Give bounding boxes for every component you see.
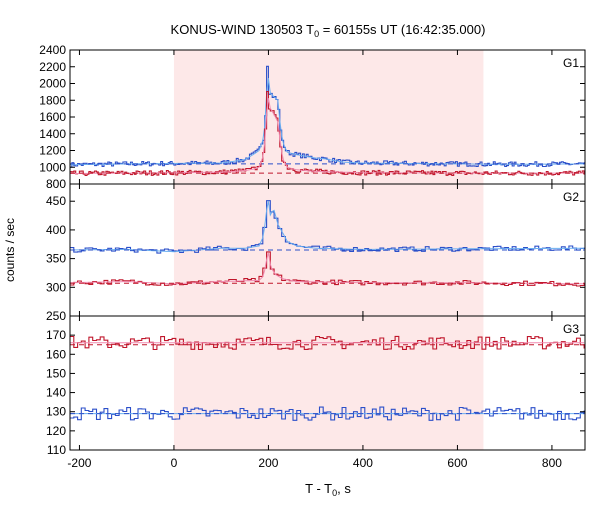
y-tick-label-g3: 150 [46,366,66,380]
y-tick-label-g3: 170 [46,328,66,342]
y-axis-label: counts / sec [3,218,17,282]
y-tick-label-g2: 300 [46,280,66,294]
y-tick-label-g2: 400 [46,223,66,237]
panel-frame-g3 [69,315,586,451]
x-tick-label: 600 [447,456,467,470]
y-tick-label-g3: 160 [46,347,66,361]
y-tick-label-g1: 800 [46,177,66,191]
y-tick-label-g3: 110 [47,443,66,457]
x-tick-label: 800 [542,456,562,470]
y-tick-label-g3: 130 [46,405,66,419]
shaded-interval-g3 [173,316,484,450]
x-tick-label: -200 [67,456,91,470]
panel-label-g2: G2 [563,190,579,204]
chart-title: KONUS-WIND 130503 T0 = 60155s UT (16:42:… [171,22,486,39]
y-tick-label-g3: 120 [46,424,66,438]
x-axis-label: T - T0, s [305,481,351,498]
y-tick-label-g3: 140 [46,386,66,400]
y-tick-label-g2: 350 [46,252,66,266]
y-tick-label-g1: 1000 [39,160,66,174]
y-tick-label-g1: 1400 [39,127,66,141]
y-tick-label-g1: 2400 [39,43,66,57]
histogram-series-g3-0 [70,335,585,351]
panel-label-g1: G1 [563,56,579,70]
y-tick-label-g1: 2000 [39,77,66,91]
y-tick-label-g1: 2200 [39,60,66,74]
x-tick-label: 0 [171,456,178,470]
fit-curve-g2-0 [70,201,585,253]
y-tick-label-g1: 1800 [39,93,66,107]
x-tick-label: 200 [258,456,278,470]
y-tick-label-g1: 1200 [39,144,66,158]
x-tick-label: 400 [353,456,373,470]
panel-label-g3: G3 [563,322,579,336]
y-tick-label-g2: 250 [46,309,66,323]
y-tick-label-g1: 1600 [39,110,66,124]
y-tick-label-g2: 450 [46,194,66,208]
plot-layer: 80010001200140016001800200022002400G1250… [39,43,586,470]
